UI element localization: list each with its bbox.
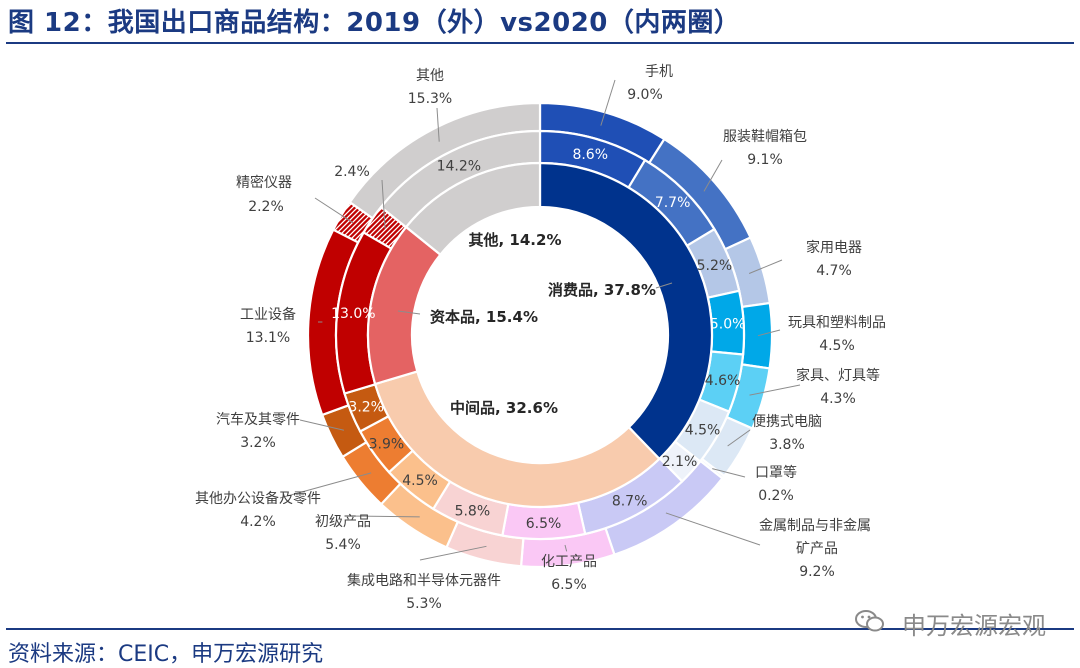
- outer-leader-其他: [436, 107, 440, 142]
- outer-label-value-汽车及其零件: 3.2%: [240, 435, 276, 451]
- outer-leader-手机: [600, 79, 616, 126]
- outer-label-name-手机: 手机: [645, 64, 673, 80]
- watermark: 申万宏源宏观: [902, 612, 1046, 640]
- outer-label-name-便携式电脑: 便携式电脑: [752, 414, 822, 430]
- middle-label-手机: 8.6%: [572, 147, 608, 163]
- outer-label-value-家具-灯具等: 4.3%: [820, 391, 856, 407]
- outer-label-name-口罩等: 口罩等: [755, 464, 797, 481]
- outer-label-value-精密仪器: 2.2%: [248, 199, 284, 215]
- inner-ring-slice-中间品: [373, 370, 661, 509]
- outer-leader-化工产品: [564, 544, 568, 552]
- outer-label-name-金属制品与非金属矿产品: 金属制品与非金属: [759, 518, 871, 534]
- middle-label-其他办公设备及零件: 3.9%: [369, 436, 405, 452]
- outer-label-name-集成电路和半导体元器件: 集成电路和半导体元器件: [347, 572, 501, 589]
- outer-label-value-工业设备: 13.1%: [246, 330, 290, 346]
- middle-label-家具-灯具等: 4.6%: [705, 373, 741, 389]
- outer-leader-精密仪器: [314, 197, 354, 224]
- inner-leader-资本品: [397, 310, 421, 315]
- outer-label-name-化工产品: 化工产品: [541, 554, 597, 570]
- middle-label-玩具和塑料制品: 5.0%: [710, 316, 746, 332]
- outer-label-name-家用电器: 家用电器: [806, 239, 862, 256]
- wechat-icon: [855, 610, 884, 632]
- inner-leader-消费品: [655, 282, 673, 289]
- outer-label-value-口罩等: 0.2%: [758, 488, 794, 504]
- outer-label-value-其他: 15.3%: [408, 91, 452, 107]
- outer-label-name-其他: 其他: [416, 68, 444, 84]
- outer-label-value-便携式电脑: 3.8%: [769, 437, 805, 453]
- middle-label-便携式电脑: 4.5%: [685, 423, 721, 439]
- middle-label-服装鞋帽箱包: 7.7%: [655, 195, 691, 211]
- inner-label-中间品: 中间品, 32.6%: [450, 399, 558, 417]
- outer-label-name-玩具和塑料制品: 玩具和塑料制品: [788, 315, 886, 331]
- outer-label-value-初级产品: 5.4%: [325, 537, 361, 553]
- outer-leader-汽车及其零件: [299, 419, 345, 431]
- outer-label-value-金属制品与非金属矿产品: 9.2%: [799, 564, 835, 580]
- middle-label-汽车及其零件: 3.2%: [348, 400, 384, 416]
- middle-label-化工产品: 6.5%: [526, 516, 562, 532]
- middle-label-集成电路和半导体元器件: 5.8%: [455, 503, 491, 519]
- outer-ring-slice-玩具和塑料制品: [740, 301, 774, 370]
- outer-leader-家用电器: [748, 259, 783, 274]
- outer-label-name-精密仪器: 精密仪器: [236, 174, 292, 191]
- outer-label-name-其他办公设备及零件: 其他办公设备及零件: [195, 490, 321, 507]
- middle-label-家用电器: 5.2%: [697, 258, 733, 274]
- inner-label-消费品: 消费品, 37.8%: [548, 281, 656, 299]
- outer-leader-金属制品与非金属矿产品: [665, 512, 761, 546]
- outer-label-name-初级产品: 初级产品: [315, 513, 371, 530]
- outer-label-value-集成电路和半导体元器件: 5.3%: [406, 596, 442, 612]
- outer-label-name-汽车及其零件: 汽车及其零件: [216, 411, 300, 428]
- outer-leader-家具-灯具等: [749, 384, 801, 396]
- outer-leader-集成电路和半导体元器件: [419, 545, 487, 561]
- chart-title: 图 12：我国出口商品结构：2019（外）vs2020（内两圈）: [8, 8, 741, 38]
- outer-label-name-cont: 矿产品: [796, 541, 838, 557]
- outer-label-name-服装鞋帽箱包: 服装鞋帽箱包: [723, 129, 807, 145]
- outer-label-value-服装鞋帽箱包: 9.1%: [747, 152, 783, 168]
- footer-rule: [6, 628, 1074, 630]
- middle-label-精密仪器: 2.4%: [334, 164, 370, 180]
- outer-label-value-化工产品: 6.5%: [551, 577, 587, 593]
- inner-ring-slice-消费品: [538, 161, 714, 461]
- inner-label-其他: 其他, 14.2%: [469, 231, 562, 249]
- inner-label-资本品: 资本品, 15.4%: [430, 308, 538, 326]
- outer-label-value-手机: 9.0%: [627, 87, 663, 103]
- outer-leader-服装鞋帽箱包: [703, 159, 723, 192]
- outer-leader-便携式电脑: [727, 429, 751, 447]
- middle-label-金属制品与非金属矿产品: 8.7%: [612, 493, 648, 509]
- middle-label-其他: 14.2%: [437, 158, 481, 174]
- middle-leader-精密仪器: [381, 179, 386, 229]
- outer-label-name-工业设备: 工业设备: [240, 306, 296, 323]
- outer-leader-其他办公设备及零件: [279, 472, 372, 499]
- middle-label-工业设备: 13.0%: [331, 306, 375, 322]
- outer-leader-初级产品: [347, 515, 420, 518]
- outer-leader-玩具和塑料制品: [757, 329, 781, 337]
- title-underline: [6, 42, 1074, 44]
- middle-label-初级产品: 4.5%: [402, 473, 438, 489]
- outer-label-name-家具-灯具等: 家具、灯具等: [796, 367, 880, 384]
- outer-label-value-家用电器: 4.7%: [816, 263, 852, 279]
- outer-leader-口罩等: [712, 468, 746, 478]
- source-note: 资料来源：CEIC，申万宏源研究: [8, 642, 324, 667]
- outer-label-value-其他办公设备及零件: 4.2%: [240, 514, 276, 530]
- middle-label-口罩等: 2.1%: [662, 454, 698, 470]
- inner-ring-slice-其他: [404, 161, 542, 257]
- outer-label-value-玩具和塑料制品: 4.5%: [819, 338, 855, 354]
